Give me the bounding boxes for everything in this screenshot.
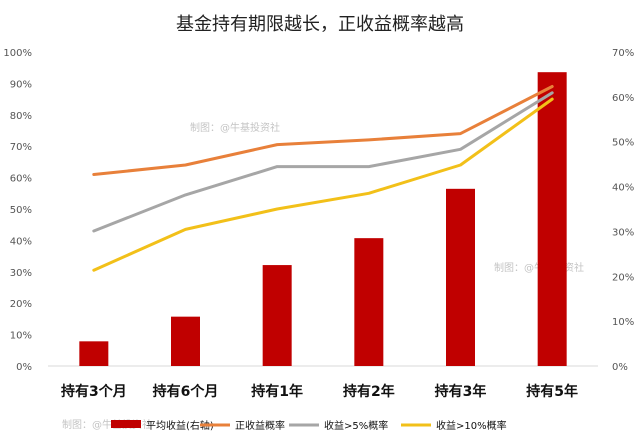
series-line — [92, 85, 554, 176]
category-label: 持有2年 — [343, 383, 395, 400]
right-tick-label: 60% — [612, 93, 634, 104]
bar — [354, 238, 384, 366]
left-tick-label: 0% — [16, 362, 32, 373]
left-tick-label: 60% — [10, 174, 32, 185]
bar — [262, 265, 292, 366]
right-tick-label: 30% — [612, 227, 634, 238]
category-label: 持有1年 — [251, 383, 303, 400]
right-tick-label: 10% — [612, 317, 634, 328]
left-tick-label: 10% — [10, 331, 32, 342]
category-label: 持有3年 — [435, 383, 487, 400]
legend-swatch — [111, 420, 141, 428]
right-tick-label: 70% — [612, 48, 634, 59]
category-label: 持有3个月 — [61, 383, 127, 400]
category-label: 持有6个月 — [153, 383, 219, 400]
bar — [79, 341, 109, 366]
left-tick-label: 100% — [3, 48, 32, 59]
left-tick-label: 30% — [10, 268, 32, 279]
legend-label: 收益>5%概率 — [324, 419, 388, 432]
right-tick-label: 20% — [612, 272, 634, 283]
category-labels: 持有3个月 持有6个月 持有1年 持有2年 持有3年 持有5年 — [61, 383, 578, 400]
axes: 0% 10% 20% 30% 40% 50% 60% 70% 80% 90% 100% 0% 10% 20… — [3, 48, 634, 373]
legend-label: 收益>10%概率 — [436, 419, 507, 432]
line-series — [92, 85, 554, 272]
left-tick-label: 50% — [10, 205, 32, 216]
series-line — [92, 91, 554, 233]
bar — [446, 188, 475, 366]
series-line — [92, 97, 554, 272]
chart-title: 基金持有期限越长，正收益概率越高 — [176, 14, 464, 35]
right-tick-label: 0% — [612, 362, 628, 373]
left-tick-label: 90% — [10, 79, 32, 90]
legend: 平均收益(右轴) 正收益概率 收益>5%概率 收益>10%概率 — [111, 419, 507, 432]
left-tick-label: 70% — [10, 142, 32, 153]
bar — [171, 316, 200, 366]
right-tick-label: 50% — [612, 138, 634, 149]
legend-label: 平均收益(右轴) — [146, 419, 214, 432]
left-tick-label: 20% — [10, 299, 32, 310]
right-tick-label: 40% — [612, 183, 634, 194]
bar — [537, 72, 567, 366]
left-tick-label: 80% — [10, 111, 32, 122]
bar-series — [79, 72, 567, 366]
legend-label: 正收益概率 — [235, 419, 285, 432]
left-tick-label: 40% — [10, 236, 32, 247]
watermark-1: 制图：@牛基投资社 — [190, 121, 280, 134]
category-label: 持有5年 — [526, 383, 578, 400]
